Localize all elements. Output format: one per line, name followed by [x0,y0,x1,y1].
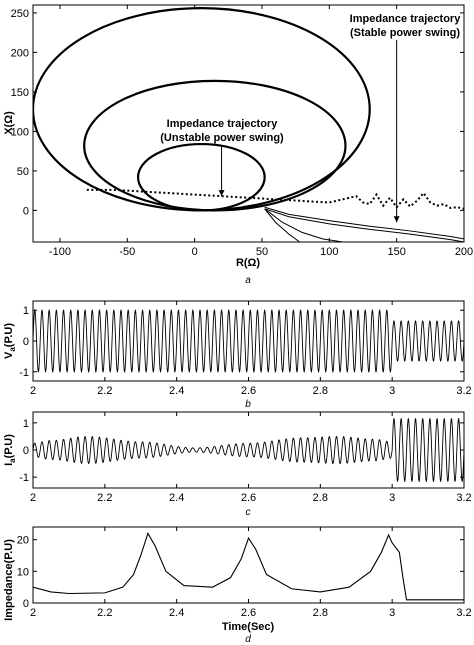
panel-c-caption: c [246,507,251,518]
x-tick-label: 2 [30,385,36,397]
panel-d-y-ticks: 0 10 20 [17,535,464,610]
y-tick-label: 50 [17,166,29,178]
x-tick-label: 100 [320,246,338,258]
panel-b-x-ticks: 2 2.2 2.4 2.6 2.8 3 3.2 [30,301,472,397]
x-tick-label: 3 [389,492,395,504]
panel-c-current: 2 2.2 2.4 2.6 2.8 3 3.2 -1 0 1 Ia(P.U) c [3,411,472,518]
panel-c-y-label-sub: a [8,458,17,463]
y-tick-label: -1 [19,472,29,484]
panel-a-caption: a [245,275,251,286]
panel-a-y-ticks: 0 50 100 150 200 250 [11,8,464,217]
x-tick-label: 2.4 [169,385,184,397]
solid-trajectory-3 [264,208,343,242]
x-tick-label: 2 [30,607,36,619]
y-tick-label: 0 [23,205,29,217]
x-tick-label: 2.2 [97,492,112,504]
annotation-unstable-line-2: (Unstable power swing) [160,132,284,144]
panel-d-caption: d [245,634,251,645]
panel-a-x-ticks: -100 -50 0 50 100 150 200 [49,5,473,258]
panel-d-plot-area [33,531,464,601]
panel-c-x-ticks: 2 2.2 2.4 2.6 2.8 3 3.2 [30,412,472,504]
x-tick-label: -100 [49,246,71,258]
y-tick-label: 20 [17,535,29,547]
dotted-trajectory [86,188,464,210]
x-tick-label: 2.8 [313,492,328,504]
panel-b-y-label-main: V [3,351,15,359]
x-tick-label: 2.6 [241,492,256,504]
x-tick-label: 3.2 [456,492,471,504]
x-tick-label: 2.2 [97,607,112,619]
x-tick-label: 3 [389,385,395,397]
y-tick-label: 1 [23,305,29,317]
panel-a-axes-frame [32,4,465,243]
panel-a-annotations: Impedance trajectory (Stable power swing… [160,13,462,223]
annotation-arrow-head-2 [218,190,225,197]
y-tick-label: 0 [23,598,29,610]
annotation-stable-line-2: (Stable power swing) [350,27,460,39]
panel-b-y-label-rest: (P.U) [3,323,15,348]
panel-c-y-label-rest: (P.U) [3,434,15,459]
solid-trajectory-1 [264,206,464,240]
y-tick-label: 200 [11,47,29,59]
panel-b-y-label: Va(P.U) [3,323,17,359]
x-tick-label: 3 [389,607,395,619]
panel-a-impedance-plane: Impedance trajectory (Stable power swing… [3,4,473,286]
panel-c-y-ticks: -1 0 1 [19,418,464,484]
impedance-ellipse-3 [33,7,371,212]
x-tick-label: 0 [192,246,198,258]
y-tick-label: -1 [19,367,29,379]
x-tick-label: -50 [119,246,135,258]
annotation-stable-line-1: Impedance trajectory [350,13,462,25]
panel-b-y-ticks: -1 0 1 [19,305,464,379]
x-tick-label: 2.6 [241,607,256,619]
y-tick-label: 150 [11,87,29,99]
x-tick-label: 2.2 [97,385,112,397]
panel-d-x-label: Time(Sec) [222,621,275,633]
x-tick-label: 3.2 [456,385,471,397]
x-tick-label: 2 [30,492,36,504]
x-tick-label: 2.8 [313,385,328,397]
y-tick-label: 1 [23,418,29,430]
solid-trajectory-2 [264,208,464,242]
panel-c-y-label: Ia(P.U) [3,434,17,466]
impedance-line [33,531,464,601]
panel-b-y-label-sub: a [8,347,17,352]
y-tick-label: 0 [23,445,29,457]
x-tick-label: 3.2 [456,607,471,619]
panel-c-plot-area [33,417,464,483]
current-waveform [33,417,464,483]
panel-d-y-label: Impedance(P.U) [3,539,15,621]
panel-b-plot-area [33,309,464,373]
panel-a-y-label: X(Ω) [3,111,15,135]
x-tick-label: 200 [455,246,473,258]
panel-b-caption: b [245,399,251,410]
solid-trajectory-4 [264,208,300,242]
annotation-unstable-line-1: Impedance trajectory [167,118,279,130]
voltage-waveform [33,309,464,373]
panel-b-voltage: 2 2.2 2.4 2.6 2.8 3 3.2 -1 0 1 Va(P.U) b [3,300,472,410]
panel-a-plot-area [33,7,464,242]
panel-c-y-label-main: I [3,463,15,466]
x-tick-label: 2.8 [313,607,328,619]
panel-a-x-label: R(Ω) [236,257,260,269]
x-tick-label: 150 [387,246,405,258]
panel-d-x-ticks: 2 2.2 2.4 2.6 2.8 3 3.2 [30,527,472,619]
annotation-arrow-head-1 [393,216,400,223]
x-tick-label: 2.6 [241,385,256,397]
y-tick-label: 10 [17,566,29,578]
x-tick-label: 50 [256,246,268,258]
impedance-ellipse-1 [136,142,266,212]
x-tick-label: 2.4 [169,607,184,619]
x-tick-label: 2.4 [169,492,184,504]
y-tick-label: 250 [11,8,29,20]
y-tick-label: 100 [11,126,29,138]
y-tick-label: 0 [23,336,29,348]
panel-d-impedance: 2 2.2 2.4 2.6 2.8 3 3.2 0 10 20 Impedance(P.U) T… [3,526,472,645]
